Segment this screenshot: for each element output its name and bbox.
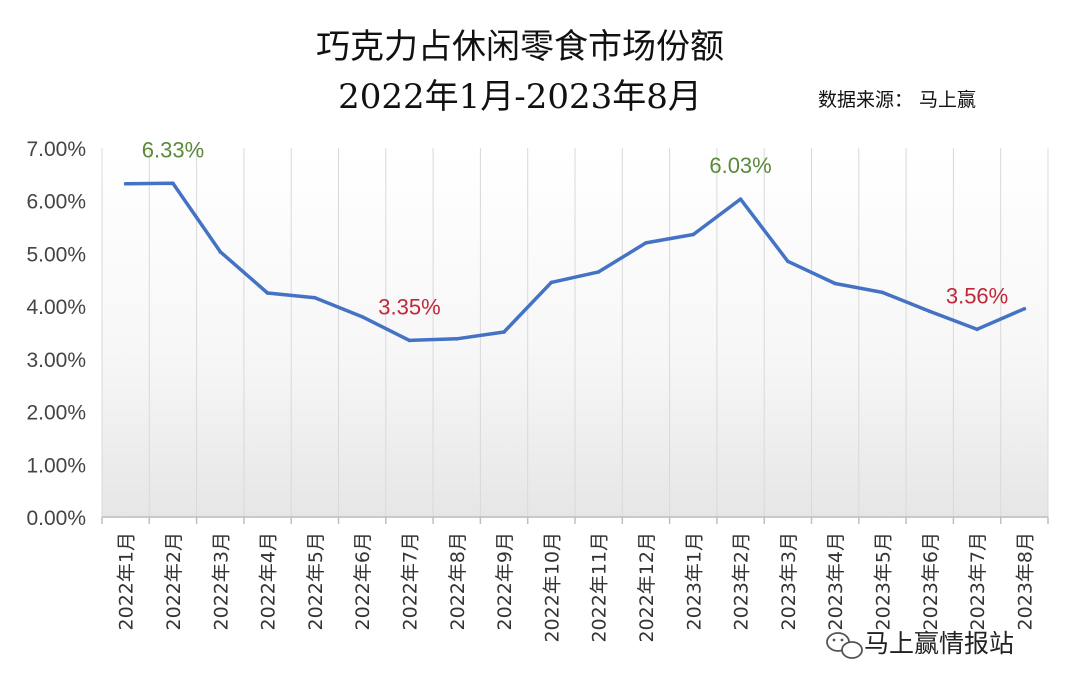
y-tick-label: 3.00%: [26, 349, 86, 372]
y-tick-label: 7.00%: [26, 138, 86, 161]
data-point: [502, 330, 506, 334]
series-line-group: [123, 181, 1027, 343]
y-tick-label: 6.00%: [26, 191, 86, 214]
x-tick-label: 2023年2月: [731, 532, 753, 630]
data-point: [786, 259, 790, 264]
x-tick-label: 2022年10月: [541, 532, 563, 643]
data-point: [265, 291, 270, 295]
x-tick-label: 2023年8月: [1014, 532, 1036, 630]
x-tick-label: 2023年3月: [778, 532, 800, 630]
x-tick-label: 2023年4月: [825, 532, 847, 630]
x-tick-label: 2023年1月: [683, 532, 705, 630]
data-point: [360, 314, 364, 319]
data-point: [691, 232, 696, 237]
data-point: [644, 241, 648, 245]
data-point: [833, 281, 837, 286]
x-tick-label: 2023年7月: [967, 532, 989, 630]
x-tick-label: 2023年6月: [920, 532, 942, 630]
wechat-icon: [826, 632, 863, 659]
data-point: [123, 182, 128, 186]
data-point: [171, 181, 175, 186]
data-label: 3.35%: [378, 294, 440, 319]
data-label: 6.33%: [142, 137, 204, 162]
x-axis-ticks: 2022年1月 2022年2月 2022年3月 2022年4月 2022年5月 2022年…: [116, 532, 1037, 643]
y-tick-label: 4.00%: [26, 296, 86, 319]
watermark: 马上赢情报站: [826, 629, 1014, 659]
data-point: [738, 197, 743, 201]
series-line: [123, 181, 1027, 343]
data-point: [880, 290, 885, 295]
x-tick-label: 2022年5月: [305, 532, 327, 630]
data-point: [454, 337, 459, 341]
y-axis-ticks: 0.00% 1.00% 2.00% 3.00% 4.00% 5.00% 6.00% 7.00%: [26, 138, 86, 530]
x-tick-label: 2022年2月: [163, 532, 185, 630]
data-label: 6.03%: [709, 153, 771, 178]
x-tick-label: 2022年11月: [589, 532, 611, 643]
x-tick-label: 2022年12月: [636, 532, 658, 643]
chart-subtitle: 2022年1月-2023年8月: [338, 77, 702, 117]
data-point: [218, 250, 223, 254]
y-tick-label: 1.00%: [26, 454, 86, 477]
x-tick-label: 2022年7月: [399, 532, 421, 630]
data-annotations: 6.33% 3.35% 6.03% 3.56%: [142, 137, 1008, 319]
x-tick-label: 2022年1月: [116, 532, 138, 630]
x-tick-label: 2022年3月: [210, 532, 232, 630]
y-tick-label: 2.00%: [26, 402, 86, 425]
watermark-text: 马上赢情报站: [864, 629, 1014, 658]
data-point: [927, 309, 932, 314]
data-point: [596, 270, 601, 274]
x-tick-label: 2022年9月: [494, 532, 516, 630]
data-point: [407, 338, 412, 343]
x-tick-label: 2022年8月: [447, 532, 469, 630]
data-point: [1022, 306, 1027, 311]
x-tick-label: 2022年4月: [258, 532, 280, 630]
x-tick-label: 2023年5月: [872, 532, 894, 630]
data-point: [313, 295, 317, 300]
data-source: 数据来源： 马上赢: [818, 89, 976, 111]
y-tick-label: 5.00%: [26, 243, 86, 266]
chart-title: 巧克力占休闲零食市场份额: [316, 27, 724, 67]
y-tick-label: 0.00%: [26, 507, 86, 530]
data-point: [975, 327, 979, 332]
grid-lines: [101, 148, 1049, 524]
data-point: [549, 280, 554, 285]
data-label: 3.56%: [946, 283, 1008, 308]
x-tick-label: 2022年6月: [352, 532, 374, 630]
